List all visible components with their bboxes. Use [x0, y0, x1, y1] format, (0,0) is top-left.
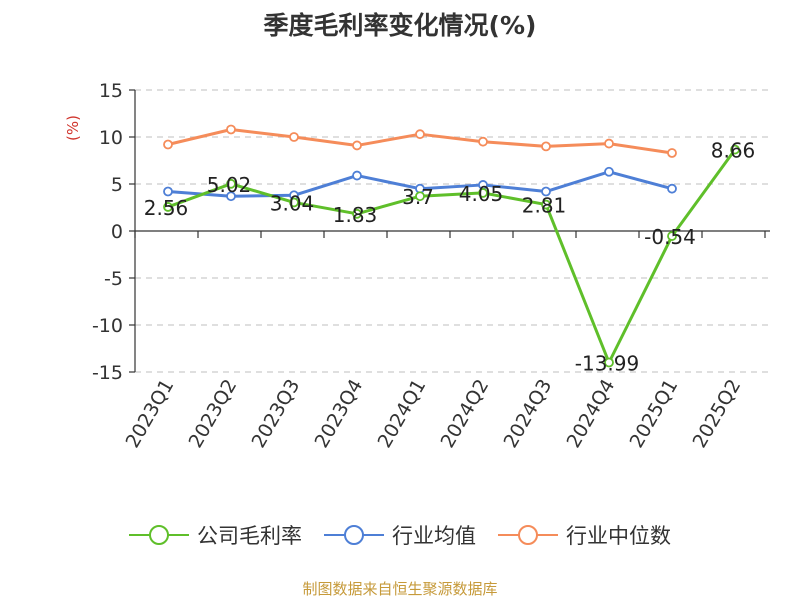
data-label: -0.54 — [644, 225, 696, 249]
data-point — [478, 188, 488, 198]
data-point — [163, 139, 173, 150]
data-label: 4.05 — [459, 182, 504, 206]
data-label: 1.83 — [333, 203, 378, 227]
data-point — [730, 144, 740, 155]
legend-marker — [344, 525, 364, 545]
data-point — [352, 170, 362, 181]
data-label: 3.04 — [270, 191, 315, 215]
data-point — [226, 191, 236, 202]
x-tick-label: 2023Q4 — [311, 376, 368, 452]
x-tick-label: 2024Q4 — [563, 376, 620, 452]
data-point — [541, 141, 551, 152]
data-point — [415, 129, 425, 140]
legend-item[interactable]: 行业均值 — [324, 520, 476, 550]
source-note: 制图数据来自恒生聚源数据库 — [302, 580, 498, 598]
x-tick-label: 2023Q3 — [248, 376, 305, 452]
legend-marker — [149, 525, 169, 545]
data-point — [352, 208, 362, 219]
data-label: 2.81 — [522, 194, 567, 218]
x-tick-label: 2023Q2 — [185, 376, 242, 452]
y-tick-label: -15 — [92, 362, 123, 384]
data-label: -13.99 — [575, 352, 639, 376]
legend-item[interactable]: 公司毛利率 — [129, 520, 302, 550]
data-label: 8.66 — [711, 139, 756, 163]
data-point — [163, 202, 173, 212]
data-point — [352, 140, 362, 151]
data-label: 3.7 — [402, 185, 434, 209]
y-tick-label: -5 — [104, 268, 123, 290]
y-tick-label: -10 — [92, 315, 123, 337]
y-tick-label: 5 — [111, 174, 123, 196]
legend-item[interactable]: 行业中位数 — [498, 520, 671, 550]
data-point — [415, 191, 425, 202]
x-tick-label: 2025Q2 — [689, 376, 746, 452]
legend-label: 公司毛利率 — [197, 524, 302, 548]
data-point — [667, 148, 677, 158]
grid-lines — [135, 89, 770, 373]
x-tick-label: 2023Q1 — [122, 376, 179, 452]
legend-swatch — [324, 525, 384, 545]
legend: 公司毛利率 行业均值 行业中位数 — [0, 520, 800, 550]
data-point — [604, 357, 614, 368]
data-point — [604, 138, 614, 149]
data-point — [541, 186, 551, 197]
data-point — [289, 197, 299, 208]
x-tick-label: 2024Q1 — [374, 376, 431, 452]
data-label: 2.56 — [144, 196, 189, 220]
data-point — [541, 199, 551, 210]
y-axis-label: (%) — [64, 115, 82, 141]
data-point — [604, 166, 614, 177]
data-point — [478, 136, 488, 147]
data-label: 5.02 — [207, 173, 252, 197]
legend-swatch — [129, 525, 189, 545]
data-labels: 2.56 5.02 3.04 1.83 3.7 4.05 2.81 -13.99 -0.54 8.… — [144, 139, 756, 376]
data-point — [226, 178, 236, 189]
y-tick-label: 10 — [99, 127, 123, 149]
chart-title: 季度毛利率变化情况(%) — [263, 11, 537, 40]
data-point — [226, 124, 236, 135]
x-tick-label: 2024Q2 — [437, 376, 494, 452]
x-tick-label: 2024Q3 — [500, 376, 557, 452]
data-point — [667, 183, 677, 194]
y-tick-label: 15 — [99, 80, 123, 102]
legend-swatch — [498, 525, 558, 545]
data-point — [163, 186, 173, 197]
series-line — [167, 148, 737, 365]
x-tick-label: 2025Q1 — [626, 376, 683, 452]
legend-label: 行业均值 — [392, 524, 476, 548]
series-lines — [163, 124, 740, 368]
y-tick-label: 0 — [111, 221, 123, 243]
data-point — [289, 132, 299, 142]
data-point — [667, 231, 677, 241]
legend-label: 行业中位数 — [566, 524, 671, 548]
legend-marker — [518, 525, 538, 545]
